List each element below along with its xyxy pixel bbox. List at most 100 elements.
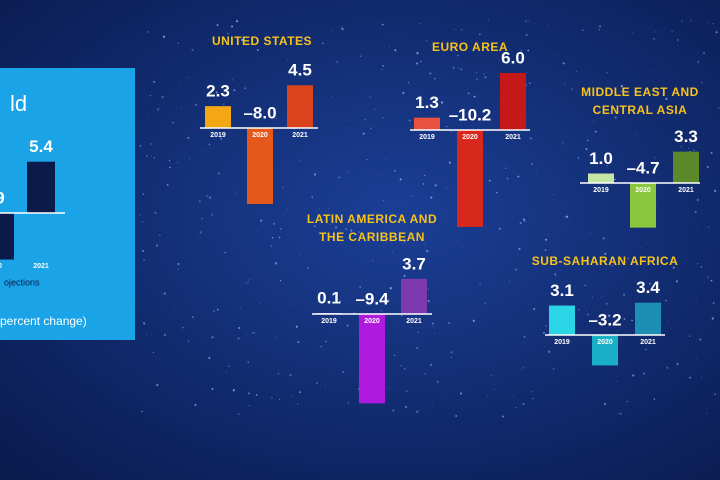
map-dot: [338, 176, 341, 179]
map-dot: [228, 365, 230, 367]
value-label: 3.7: [402, 254, 426, 273]
map-dot: [208, 143, 211, 145]
value-label: –10.2: [449, 105, 492, 124]
map-dot: [665, 97, 668, 101]
map-dot: [442, 109, 443, 110]
map-dot: [554, 52, 556, 54]
map-dot: [548, 234, 549, 235]
map-dot: [461, 29, 463, 31]
map-dot: [275, 337, 276, 338]
map-dot: [457, 54, 459, 57]
map-dot: [187, 136, 190, 139]
map-dot: [479, 283, 481, 286]
map-dot: [387, 299, 390, 302]
map-dot: [382, 199, 385, 202]
map-dot: [147, 31, 149, 33]
map-dot: [225, 86, 227, 88]
map-dot: [271, 397, 273, 399]
map-dot: [158, 234, 161, 236]
map-dot: [544, 346, 546, 348]
map-dot: [324, 385, 326, 387]
map-dot: [632, 32, 634, 33]
map-dot: [450, 356, 452, 358]
map-dot: [416, 347, 418, 349]
map-dot: [275, 145, 276, 147]
map-dot: [555, 275, 557, 277]
map-dot: [224, 251, 226, 254]
map-dot: [423, 137, 424, 138]
map-dot: [545, 238, 548, 241]
category-label: 2020: [252, 132, 268, 139]
map-dot: [149, 94, 152, 97]
map-dot: [294, 402, 296, 403]
map-dot: [341, 27, 344, 31]
map-dot: [648, 338, 650, 340]
map-dot: [278, 398, 280, 401]
map-dot: [665, 299, 668, 302]
map-dot: [606, 165, 608, 167]
map-dot: [328, 208, 330, 210]
map-dot: [141, 250, 144, 253]
map-dot: [693, 149, 695, 151]
map-dot: [427, 300, 430, 303]
map-dot: [460, 392, 463, 395]
map-dot: [172, 99, 174, 101]
map-dot: [389, 287, 393, 290]
map-dot: [619, 412, 622, 415]
map-dot: [364, 119, 366, 121]
map-dot: [208, 357, 211, 360]
map-dot: [299, 160, 301, 162]
map-dot: [211, 388, 214, 390]
map-dot: [603, 402, 607, 405]
map-dot: [201, 217, 203, 220]
map-dot: [432, 322, 434, 325]
map-dot: [255, 230, 257, 232]
map-dot: [696, 198, 699, 202]
map-dot: [515, 55, 518, 57]
map-dot: [225, 388, 227, 390]
map-dot: [476, 78, 478, 81]
map-dot: [180, 84, 182, 85]
map-dot: [370, 133, 371, 134]
map-dot: [232, 79, 234, 81]
map-dot: [154, 211, 157, 214]
map-dot: [416, 62, 418, 65]
map-dot: [277, 372, 280, 375]
map-dot: [483, 73, 485, 75]
chart-title: ld: [10, 91, 27, 116]
map-dot: [696, 225, 697, 227]
map-dot: [431, 402, 433, 404]
map-dot: [586, 139, 589, 142]
map-dot: [143, 258, 145, 261]
map-dot: [699, 338, 702, 341]
map-dot: [298, 391, 301, 393]
category-label: 2021: [406, 318, 422, 325]
map-dot: [246, 334, 247, 336]
unit-note: percent change): [0, 314, 87, 328]
map-dot: [575, 71, 577, 73]
map-dot: [403, 274, 406, 277]
map-dot: [522, 218, 526, 221]
map-dot: [713, 189, 717, 193]
map-dot: [381, 68, 383, 71]
map-dot: [220, 84, 222, 86]
map-dot: [462, 246, 464, 248]
map-dot: [707, 21, 709, 23]
map-dot: [620, 90, 623, 92]
map-dot: [517, 175, 520, 178]
map-dot: [404, 405, 407, 408]
category-label: 2021: [33, 263, 49, 270]
map-dot: [394, 170, 396, 172]
map-dot: [450, 351, 453, 354]
map-dot: [396, 222, 398, 223]
map-dot: [411, 195, 413, 197]
map-dot: [665, 339, 667, 341]
map-dot: [422, 183, 425, 185]
map-dot: [145, 155, 148, 158]
map-dot: [403, 240, 406, 243]
map-dot: [208, 196, 212, 199]
map-dot: [259, 302, 261, 304]
map-dot: [533, 307, 536, 311]
map-dot: [238, 413, 240, 415]
map-dot: [639, 247, 641, 249]
